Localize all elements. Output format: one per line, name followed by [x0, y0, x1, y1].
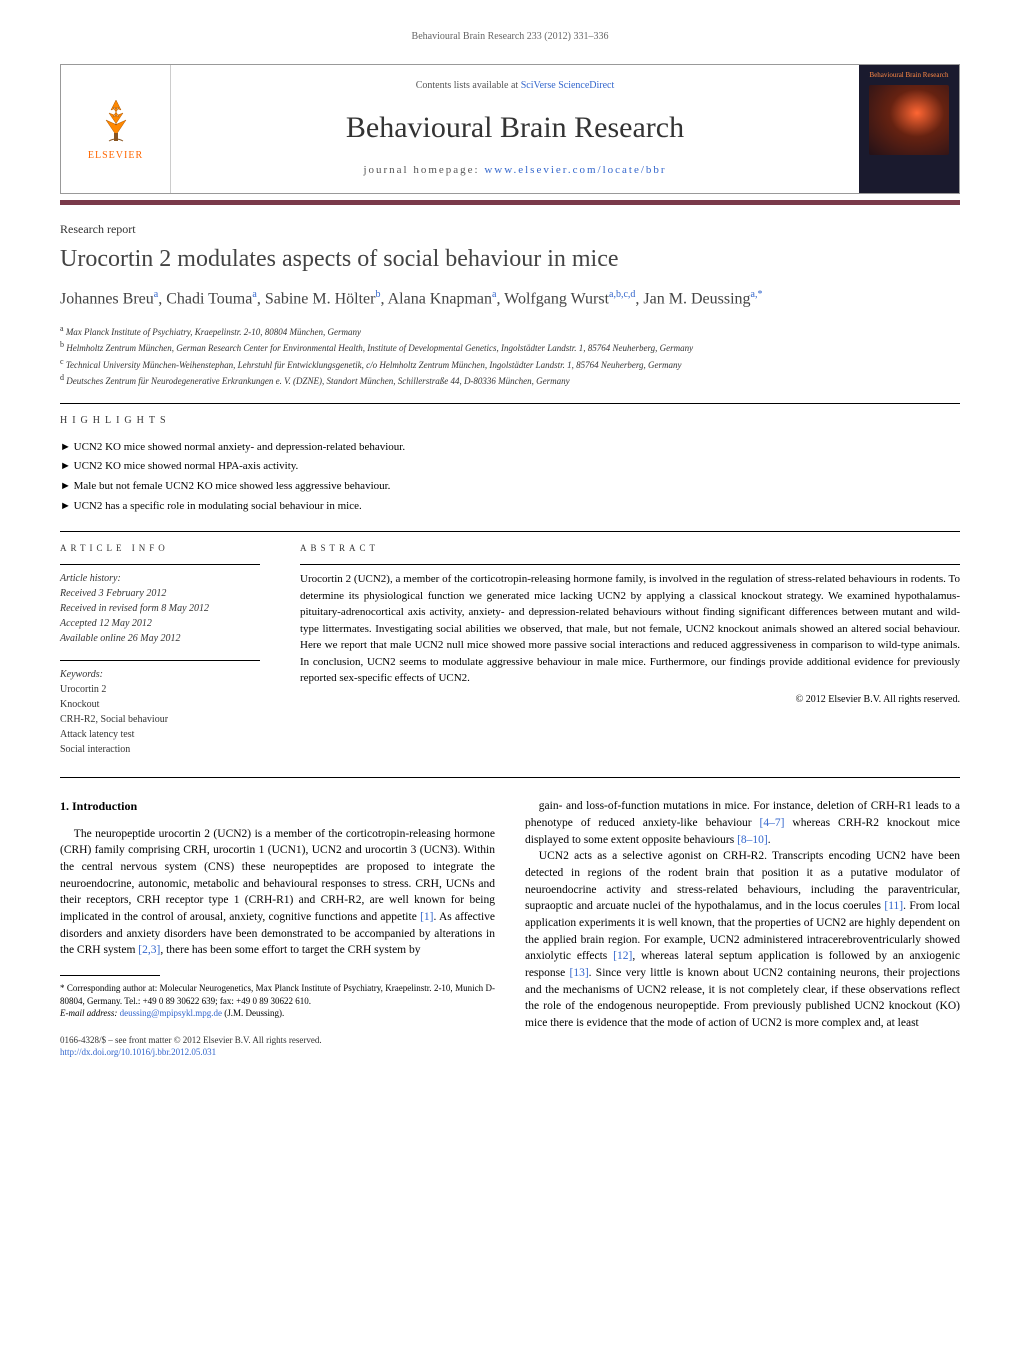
history-line: Received 3 February 2012 — [60, 586, 260, 601]
article-type: Research report — [60, 221, 960, 238]
contents-prefix: Contents lists available at — [416, 80, 521, 91]
divider — [60, 777, 960, 778]
body-paragraph: gain- and loss-of-function mutations in … — [525, 798, 960, 848]
journal-cover-thumbnail: Behavioural Brain Research — [859, 65, 959, 193]
citation-link[interactable]: [12] — [613, 950, 632, 962]
affiliation-line: a Max Planck Institute of Psychiatry, Kr… — [60, 323, 960, 340]
contents-available-line: Contents lists available at SciVerse Sci… — [416, 79, 615, 93]
history-line: Available online 26 May 2012 — [60, 631, 260, 646]
citation-link[interactable]: [13] — [570, 967, 589, 979]
highlight-item: UCN2 KO mice showed normal anxiety- and … — [60, 438, 960, 458]
keyword-line: Knockout — [60, 697, 260, 712]
body-paragraph: The neuropeptide urocortin 2 (UCN2) is a… — [60, 826, 495, 959]
article-title: Urocortin 2 modulates aspects of social … — [60, 244, 960, 274]
cover-image — [869, 85, 949, 155]
brand-color-bar — [60, 200, 960, 205]
article-info-label: ARTICLE INFO — [60, 542, 260, 555]
section-heading: 1. Introduction — [60, 798, 495, 815]
abstract-label: ABSTRACT — [300, 542, 960, 555]
publisher-logo-slot: ELSEVIER — [61, 65, 171, 193]
journal-header-center: Contents lists available at SciVerse Sci… — [171, 65, 859, 193]
affiliation-line: b Helmholtz Zentrum München, German Rese… — [60, 339, 960, 356]
corresponding-author-footnote: * Corresponding author at: Molecular Neu… — [60, 982, 495, 1020]
footnote-text: * Corresponding author at: Molecular Neu… — [60, 982, 495, 1007]
keyword-line: Social interaction — [60, 742, 260, 757]
affiliations-block: a Max Planck Institute of Psychiatry, Kr… — [60, 323, 960, 389]
authors-line: Johannes Breua, Chadi Toumaa, Sabine M. … — [60, 288, 960, 311]
body-paragraph: UCN2 acts as a selective agonist on CRH-… — [525, 848, 960, 1031]
corresponding-email-link[interactable]: deussing@mpipsykl.mpg.de — [120, 1008, 222, 1018]
journal-homepage-line: journal homepage: www.elsevier.com/locat… — [363, 163, 666, 178]
doi-link[interactable]: http://dx.doi.org/10.1016/j.bbr.2012.05.… — [60, 1047, 216, 1057]
cover-title: Behavioural Brain Research — [870, 71, 949, 79]
highlight-item: UCN2 has a specific role in modulating s… — [60, 497, 960, 517]
history-label: Article history: — [60, 571, 260, 586]
abstract-column: ABSTRACT Urocortin 2 (UCN2), a member of… — [300, 542, 960, 758]
issn-line: 0166-4328/$ – see front matter © 2012 El… — [60, 1034, 495, 1047]
keywords-block: Keywords: Urocortin 2KnockoutCRH-R2, Soc… — [60, 660, 260, 757]
abstract-text: Urocortin 2 (UCN2), a member of the cort… — [300, 564, 960, 687]
divider — [60, 531, 960, 532]
email-label: E-mail address: — [60, 1008, 120, 1018]
citation-link[interactable]: [4–7] — [760, 817, 785, 829]
abstract-copyright: © 2012 Elsevier B.V. All rights reserved… — [300, 693, 960, 707]
divider — [60, 403, 960, 404]
keywords-label: Keywords: — [60, 667, 260, 682]
history-line: Received in revised form 8 May 2012 — [60, 601, 260, 616]
homepage-prefix: journal homepage: — [363, 164, 484, 176]
highlights-label: HIGHLIGHTS — [60, 414, 960, 428]
info-abstract-row: ARTICLE INFO Article history: Received 3… — [60, 542, 960, 758]
journal-title: Behavioural Brain Research — [346, 107, 684, 149]
keyword-line: CRH-R2, Social behaviour — [60, 712, 260, 727]
body-column-left: 1. Introduction The neuropeptide urocort… — [60, 798, 495, 1059]
footer-meta: 0166-4328/$ – see front matter © 2012 El… — [60, 1034, 495, 1059]
body-text-columns: 1. Introduction The neuropeptide urocort… — [60, 798, 960, 1059]
citation-link[interactable]: [2,3] — [138, 944, 160, 956]
citation-link[interactable]: [1] — [420, 911, 433, 923]
email-owner: (J.M. Deussing). — [222, 1008, 284, 1018]
keyword-line: Urocortin 2 — [60, 682, 260, 697]
highlight-item: UCN2 KO mice showed normal HPA-axis acti… — [60, 457, 960, 477]
elsevier-tree-icon — [91, 95, 141, 145]
article-history-block: Article history: Received 3 February 201… — [60, 564, 260, 646]
keyword-line: Attack latency test — [60, 727, 260, 742]
sciencedirect-link[interactable]: SciVerse ScienceDirect — [521, 80, 615, 91]
affiliation-line: d Deutsches Zentrum für Neurodegenerativ… — [60, 372, 960, 389]
footnote-rule — [60, 975, 160, 976]
history-line: Accepted 12 May 2012 — [60, 616, 260, 631]
journal-homepage-link[interactable]: www.elsevier.com/locate/bbr — [484, 164, 666, 176]
citation-link[interactable]: [11] — [884, 900, 903, 912]
affiliation-line: c Technical University München-Weihenste… — [60, 356, 960, 373]
citation-link[interactable]: [8–10] — [737, 834, 768, 846]
publisher-name: ELSEVIER — [88, 149, 143, 163]
highlight-item: Male but not female UCN2 KO mice showed … — [60, 477, 960, 497]
article-info-column: ARTICLE INFO Article history: Received 3… — [60, 542, 260, 758]
body-column-right: gain- and loss-of-function mutations in … — [525, 798, 960, 1059]
highlights-list: UCN2 KO mice showed normal anxiety- and … — [60, 438, 960, 517]
journal-header-box: ELSEVIER Contents lists available at Sci… — [60, 64, 960, 194]
running-header: Behavioural Brain Research 233 (2012) 33… — [60, 30, 960, 44]
